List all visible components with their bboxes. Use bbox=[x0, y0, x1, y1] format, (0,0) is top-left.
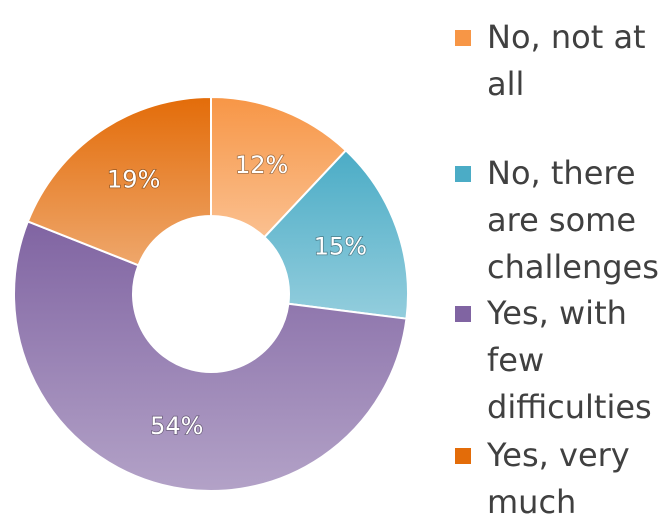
legend-swatch bbox=[455, 448, 471, 464]
slice bbox=[26, 95, 212, 267]
slice bbox=[13, 220, 408, 492]
slice-label: 19% bbox=[107, 165, 160, 193]
slice-label: 15% bbox=[314, 232, 367, 260]
legend-item: Yes, with few difficulties bbox=[455, 290, 670, 431]
slice bbox=[210, 95, 348, 239]
donut-plot: 12% 15% 54% 19% bbox=[13, 95, 409, 492]
legend-item: Yes, very much bbox=[455, 432, 670, 526]
legend-label: Yes, with few difficulties bbox=[487, 294, 652, 426]
legend-label: Yes, very much bbox=[487, 436, 630, 521]
legend-swatch bbox=[455, 306, 471, 322]
legend-swatch bbox=[455, 166, 471, 182]
legend-item: No, there are some challenges bbox=[455, 150, 670, 291]
slice-label: 54% bbox=[150, 412, 203, 440]
legend-item: No, not at all bbox=[455, 14, 670, 108]
slice-label: 12% bbox=[235, 151, 288, 179]
legend-label: No, not at all bbox=[487, 18, 646, 103]
slice bbox=[262, 148, 409, 320]
legend-label: No, there are some challenges bbox=[487, 154, 659, 286]
legend-swatch bbox=[455, 30, 471, 46]
